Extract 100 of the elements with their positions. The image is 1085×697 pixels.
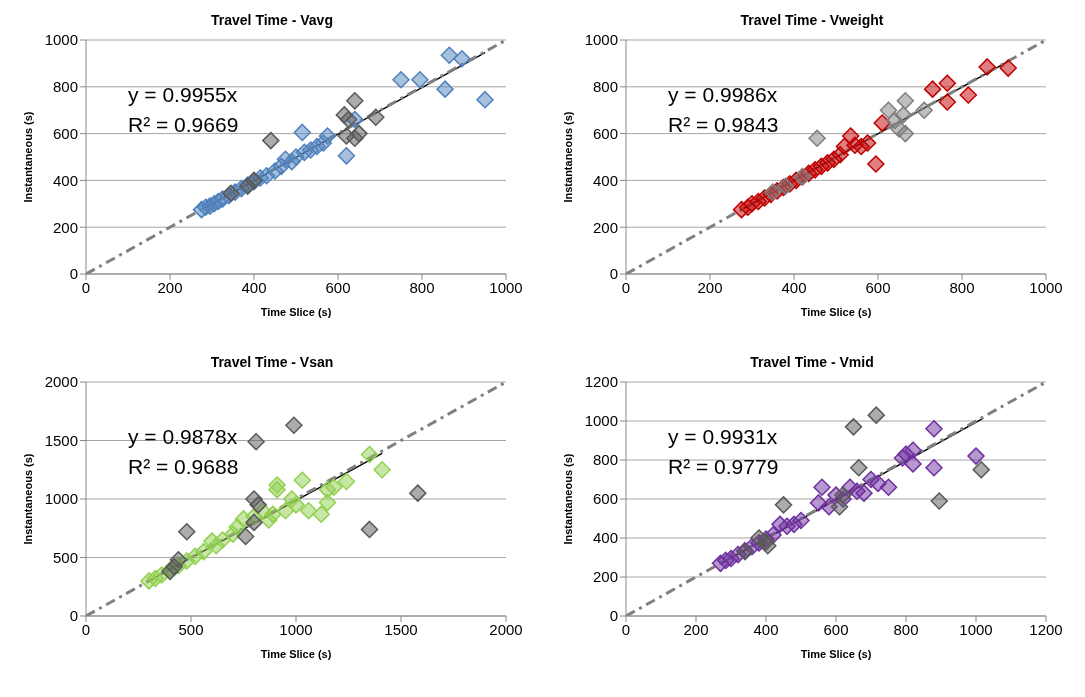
annotation: y = 0.9931x — [668, 424, 779, 450]
point — [855, 484, 873, 502]
point — [409, 484, 427, 502]
point — [318, 493, 337, 512]
annotation: y = 0.9878x — [128, 424, 239, 450]
x-tick-label: 0 — [621, 278, 631, 296]
point — [411, 71, 429, 89]
y-tick-label: 0 — [69, 265, 78, 283]
point — [999, 59, 1017, 77]
x-tick-label: 200 — [157, 278, 183, 296]
x-tick-label: 1000 — [1029, 278, 1063, 296]
point — [938, 93, 957, 111]
point — [476, 90, 494, 109]
y-tick-label: 800 — [52, 78, 78, 96]
x-tick-label: 400 — [781, 278, 807, 296]
chart-title: Travel Time - Vmid — [749, 354, 875, 370]
annotation: R² = 0.9779 — [668, 454, 779, 480]
point — [285, 416, 303, 435]
x-axis-title: Time Slice (s) — [800, 648, 872, 660]
y-tick-label: 1500 — [44, 431, 78, 449]
y-tick-label: 2000 — [44, 373, 78, 391]
point — [276, 501, 295, 520]
x-tick-label: 400 — [753, 620, 779, 638]
point — [808, 129, 826, 148]
point — [834, 486, 852, 504]
x-tick-label: 600 — [325, 278, 351, 296]
y-tick-label: 1000 — [584, 31, 618, 49]
y-tick-label: 0 — [609, 265, 618, 283]
y-tick-label: 600 — [52, 124, 78, 142]
point — [350, 124, 368, 143]
point — [978, 58, 996, 76]
point — [858, 134, 877, 152]
point — [169, 551, 188, 569]
y-tick-label: 400 — [52, 171, 78, 189]
x-tick-label: 800 — [949, 278, 975, 296]
point — [293, 123, 312, 142]
x-tick-label: 600 — [823, 620, 849, 638]
x-tick-label: 2000 — [489, 620, 523, 638]
x-tick-label: 800 — [409, 278, 435, 296]
y-tick-label: 200 — [592, 218, 618, 236]
point — [360, 520, 379, 539]
y-axis-title: Instantaneous (s) — [21, 453, 34, 545]
x-tick-label: 400 — [241, 278, 267, 296]
x-tick-label: 1200 — [1029, 620, 1063, 638]
y-axis-title: Instantaneous (s) — [561, 111, 574, 203]
point — [879, 478, 898, 497]
point — [287, 496, 305, 514]
point — [440, 46, 459, 64]
annotation: R² = 0.9688 — [128, 454, 239, 480]
point — [774, 496, 793, 514]
x-axis-title: Time Slice (s) — [260, 306, 332, 318]
y-axis-title: Instantaneous (s) — [21, 111, 34, 203]
point — [268, 480, 286, 499]
y-tick-label: 1000 — [44, 490, 78, 508]
point — [247, 432, 265, 451]
point — [178, 523, 196, 541]
annotation: y = 0.9986x — [668, 82, 779, 108]
x-tick-label: 600 — [865, 278, 891, 296]
point — [792, 511, 810, 530]
x-tick-label: 200 — [683, 620, 709, 638]
point — [367, 108, 385, 126]
y-tick-label: 1000 — [584, 412, 618, 430]
point — [373, 461, 391, 479]
y-tick-label: 1000 — [44, 31, 78, 49]
point — [339, 110, 358, 129]
point — [930, 492, 948, 510]
point — [972, 461, 990, 479]
point — [894, 106, 912, 124]
x-axis-title: Time Slice (s) — [800, 306, 872, 318]
y-tick-label: 200 — [592, 568, 618, 586]
point — [346, 92, 364, 110]
point — [925, 459, 943, 477]
point — [325, 478, 343, 497]
x-tick-label: 500 — [178, 620, 204, 638]
point — [896, 124, 915, 143]
x-tick-label: 1000 — [489, 278, 523, 296]
point — [967, 447, 985, 465]
point — [436, 80, 454, 98]
point — [867, 155, 885, 173]
point — [904, 441, 922, 459]
point — [830, 498, 849, 516]
point — [915, 101, 933, 119]
point — [337, 472, 356, 491]
point — [923, 80, 942, 98]
chart-title: Travel Time - Vsan — [209, 354, 335, 370]
point — [896, 92, 915, 110]
x-tick-label: 1000 — [279, 620, 313, 638]
point — [249, 496, 267, 514]
point — [850, 459, 868, 477]
point — [312, 505, 330, 523]
point — [925, 420, 943, 438]
x-tick-label: 0 — [81, 278, 91, 296]
chart-title: Travel Time - Vavg — [210, 12, 334, 28]
point — [844, 418, 863, 436]
point — [262, 131, 280, 150]
x-tick-label: 200 — [697, 278, 723, 296]
point — [873, 114, 891, 132]
point — [759, 537, 777, 555]
y-tick-label: 500 — [52, 548, 78, 566]
y-tick-label: 0 — [69, 607, 78, 625]
